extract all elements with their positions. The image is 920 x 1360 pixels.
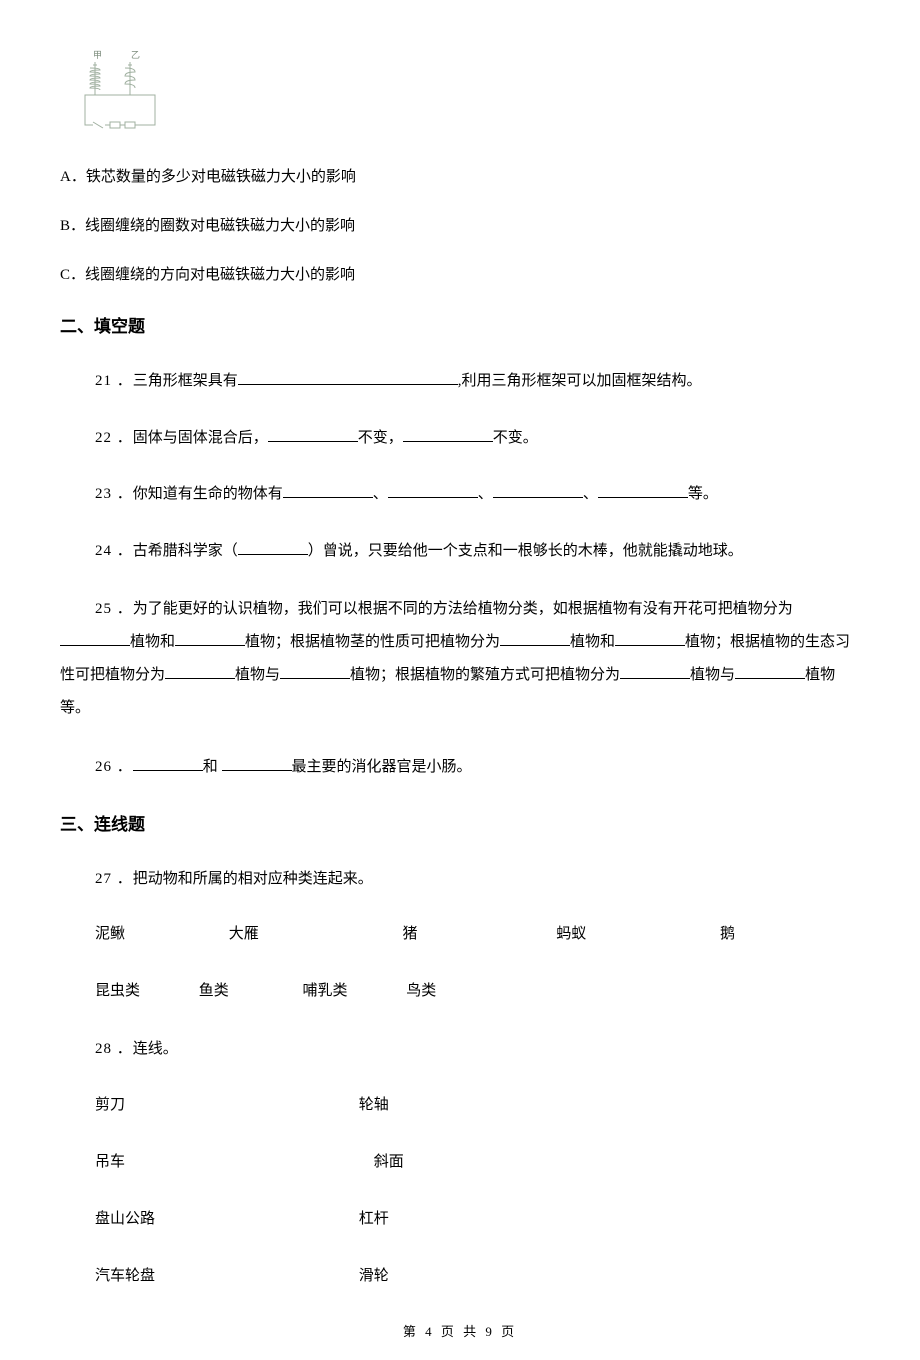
q26-blank-2[interactable] — [222, 770, 292, 771]
q26-num: 26 ． — [95, 759, 133, 775]
question-28: 28 ．连线。 — [95, 1035, 860, 1064]
question-27: 27 ．把动物和所属的相对应种类连起来。 — [95, 865, 860, 894]
page-footer: 第 4 页 共 9 页 — [0, 1321, 920, 1340]
q25-t1: 为了能更好的认识植物，我们可以根据不同的方法给植物分类，如根据植物有没有开花可把… — [133, 601, 793, 617]
q28-t1: 连线。 — [133, 1041, 178, 1057]
q27-animal-3: 蚂蚁 — [556, 921, 716, 948]
q23-sep1: 、 — [373, 486, 388, 502]
q24-blank-1[interactable] — [238, 554, 308, 555]
q28-right-0: 轮轴 — [359, 1097, 389, 1113]
coil-label-left: 甲 — [93, 50, 102, 60]
q26-blank-1[interactable] — [133, 770, 203, 771]
q21-t1: 三角形框架具有 — [133, 373, 238, 389]
question-21: 21 ．三角形框架具有 ,利用三角形框架可以加固框架结构。 — [95, 367, 860, 396]
q25-t8: 植物；根据植物的繁殖方式可把植物分为 — [350, 667, 620, 683]
q25-t9: 植物与 — [690, 667, 735, 683]
q23-t2: 等。 — [688, 486, 718, 502]
q25-blank-2[interactable] — [175, 645, 245, 646]
q22-t1: 固体与固体混合后， — [133, 430, 268, 446]
q25-blank-8[interactable] — [735, 678, 805, 679]
q28-left-2: 盘山公路 — [95, 1206, 355, 1233]
q28-pair-0: 剪刀 轮轴 — [95, 1092, 860, 1119]
q27-t1: 把动物和所属的相对应种类连起来。 — [133, 871, 373, 887]
q25-t6: 性可把植物分为 — [60, 667, 165, 683]
q24-t2: ）曾说，只要给他一个支点和一根够长的木棒，他就能撬动地球。 — [308, 543, 743, 559]
q28-right-2: 杠杆 — [359, 1211, 389, 1227]
q27-animal-2: 猪 — [403, 921, 553, 948]
q27-type-1: 鱼类 — [199, 978, 299, 1005]
q25-blank-3[interactable] — [500, 645, 570, 646]
q25-blank-1[interactable] — [60, 645, 130, 646]
q25-blank-7[interactable] — [620, 678, 690, 679]
q23-num: 23 ． — [95, 486, 133, 502]
question-25: 25 ．为了能更好的认识植物，我们可以根据不同的方法给植物分类，如根据植物有没有… — [60, 593, 860, 725]
q28-pair-2: 盘山公路 杠杆 — [95, 1206, 860, 1233]
q28-left-3: 汽车轮盘 — [95, 1263, 355, 1290]
option-b: B．线圈缠绕的圈数对电磁铁磁力大小的影响 — [60, 214, 860, 238]
q28-pair-1: 吊车 斜面 — [95, 1149, 860, 1176]
q28-left-1: 吊车 — [95, 1149, 370, 1176]
question-24: 24 ．古希腊科学家（ ）曾说，只要给他一个支点和一根够长的木棒，他就能撬动地球。 — [95, 537, 860, 566]
q27-types-row: 昆虫类 鱼类 哺乳类 鸟类 — [95, 978, 860, 1005]
section-heading-match: 三、连线题 — [60, 810, 860, 835]
question-23: 23 ．你知道有生命的物体有 、 、 、 等。 — [95, 480, 860, 509]
q27-type-2: 哺乳类 — [303, 978, 403, 1005]
q27-animals-row: 泥鳅 大雁 猪 蚂蚁 鹅 — [95, 921, 860, 948]
q24-t1: 古希腊科学家（ — [133, 543, 238, 559]
q25-t5: 植物；根据植物的生态习 — [685, 634, 850, 650]
q24-num: 24 ． — [95, 543, 133, 559]
q27-animal-4: 鹅 — [720, 921, 735, 948]
q25-t2: 植物和 — [130, 634, 175, 650]
q28-right-3: 滑轮 — [359, 1268, 389, 1284]
q27-type-0: 昆虫类 — [95, 978, 195, 1005]
q23-blank-4[interactable] — [598, 497, 688, 498]
q25-t3: 植物；根据植物茎的性质可把植物分为 — [245, 634, 500, 650]
q28-pair-3: 汽车轮盘 滑轮 — [95, 1263, 860, 1290]
q22-t2: 不变， — [358, 430, 403, 446]
q27-animal-0: 泥鳅 — [95, 921, 225, 948]
question-22: 22 ．固体与固体混合后， 不变， 不变。 — [95, 424, 860, 453]
q21-num: 21 ． — [95, 373, 133, 389]
q21-t2: ,利用三角形框架可以加固框架结构。 — [458, 373, 702, 389]
q27-num: 27 ． — [95, 871, 133, 887]
q23-t1: 你知道有生命的物体有 — [133, 486, 283, 502]
q25-t7: 植物与 — [235, 667, 280, 683]
q25-num: 25 ． — [95, 601, 133, 617]
q26-t2: 最主要的消化器官是小肠。 — [292, 759, 472, 775]
q25-blank-6[interactable] — [280, 678, 350, 679]
q23-blank-2[interactable] — [388, 497, 478, 498]
question-26: 26 ． 和 最主要的消化器官是小肠。 — [95, 753, 860, 782]
q22-blank-1[interactable] — [268, 441, 358, 442]
q27-animal-1: 大雁 — [229, 921, 399, 948]
q22-t3: 不变。 — [493, 430, 538, 446]
q22-blank-2[interactable] — [403, 441, 493, 442]
q23-blank-3[interactable] — [493, 497, 583, 498]
q26-t1: 和 — [203, 759, 218, 775]
option-c: C．线圈缠绕的方向对电磁铁磁力大小的影响 — [60, 263, 860, 287]
q23-sep3: 、 — [583, 486, 598, 502]
q21-blank-1[interactable] — [238, 384, 458, 385]
q25-blank-5[interactable] — [165, 678, 235, 679]
circuit-diagram: 甲 乙 — [75, 50, 165, 140]
section-heading-fill: 二、填空题 — [60, 312, 860, 337]
q25-blank-4[interactable] — [615, 645, 685, 646]
q27-type-3: 鸟类 — [406, 978, 436, 1005]
q22-num: 22 ． — [95, 430, 133, 446]
q28-num: 28 ． — [95, 1041, 133, 1057]
q25-t4: 植物和 — [570, 634, 615, 650]
q23-blank-1[interactable] — [283, 497, 373, 498]
q28-left-0: 剪刀 — [95, 1092, 355, 1119]
option-a: A．铁芯数量的多少对电磁铁磁力大小的影响 — [60, 165, 860, 189]
q23-sep2: 、 — [478, 486, 493, 502]
q28-right-1: 斜面 — [374, 1154, 404, 1170]
coil-label-right: 乙 — [131, 50, 140, 60]
